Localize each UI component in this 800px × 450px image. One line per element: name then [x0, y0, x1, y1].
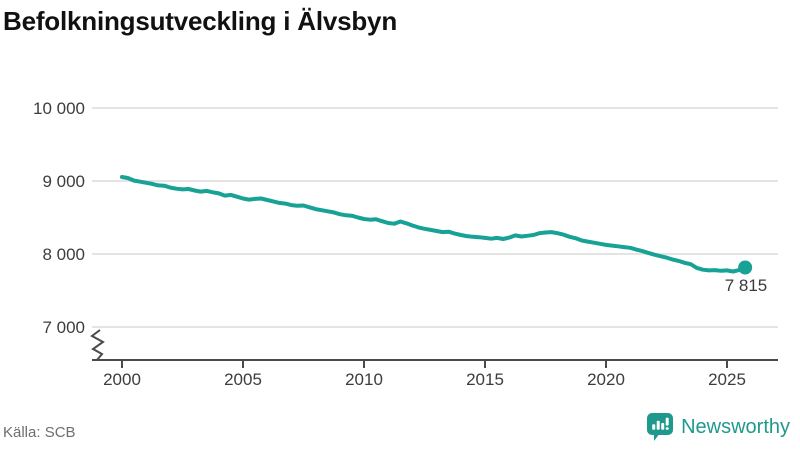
y-tick-label: 7 000 — [42, 318, 85, 337]
newsworthy-logo-icon — [647, 413, 674, 441]
newsworthy-brand[interactable]: Newsworthy — [646, 412, 790, 442]
x-tick-label: 2020 — [587, 370, 625, 389]
series-polyline — [120, 175, 748, 274]
population-series-line — [120, 175, 753, 275]
axis-break-zigzag — [90, 329, 105, 361]
brand-name: Newsworthy — [681, 415, 790, 438]
x-tick-label: 2015 — [466, 370, 504, 389]
end-value-label: 7 815 — [725, 276, 768, 295]
y-axis-labels: 10 000 9 000 8 000 7 000 — [33, 99, 85, 337]
gridlines — [92, 107, 778, 328]
y-tick-label: 9 000 — [42, 172, 85, 191]
end-point-dot — [738, 260, 753, 275]
x-axis-labels: 2000 2005 2010 2015 2020 2025 — [103, 370, 746, 389]
source-label: Källa: SCB — [3, 424, 76, 441]
y-tick-label: 10 000 — [33, 99, 85, 118]
x-tick-label: 2010 — [345, 370, 383, 389]
x-tick-label: 2000 — [103, 370, 141, 389]
x-tick-label: 2025 — [708, 370, 746, 389]
x-tick-label: 2005 — [224, 370, 262, 389]
y-tick-label: 8 000 — [42, 245, 85, 264]
chart-title: Befolkningsutveckling i Älvsbyn — [3, 6, 397, 36]
x-axis — [92, 359, 778, 368]
